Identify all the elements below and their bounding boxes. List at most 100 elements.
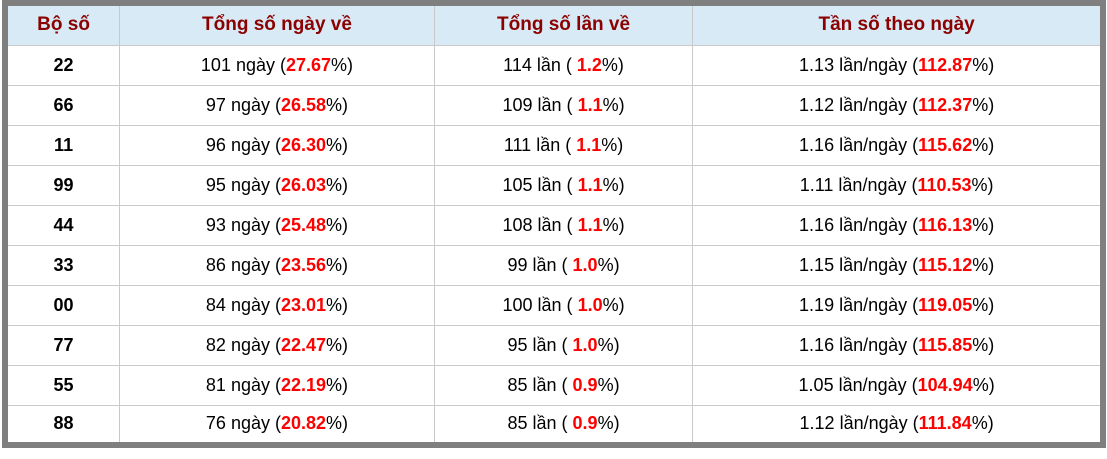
- table-row: 77 82 ngày (22.47%) 95 lần ( 1.0%) 1.16 …: [4, 324, 1104, 366]
- days-text: 97 ngày (: [205, 94, 281, 115]
- table-row: 44 93 ngày (25.48%) 108 lần ( 1.1%) 1.16…: [4, 204, 1104, 246]
- times-percent: 0.9: [572, 374, 598, 395]
- days-text-suffix: %): [331, 54, 354, 75]
- freq-text: 1.12 lần/ngày (: [799, 94, 919, 115]
- days-text: 82 ngày (: [205, 334, 281, 355]
- times-text: 99 lần (: [507, 254, 573, 275]
- days-percent: 25.48: [280, 214, 327, 235]
- freq-percent: 115.85: [918, 334, 973, 355]
- times-percent: 1.1: [577, 174, 603, 195]
- days-text-suffix: %): [326, 413, 349, 434]
- times-text-suffix: %): [597, 413, 620, 434]
- times-cell: 95 lần ( 1.0%): [433, 324, 694, 366]
- pair-cell: 88: [4, 404, 121, 446]
- days-text: 101 ngày (: [200, 54, 286, 75]
- freq-cell: 1.19 lần/ngày (119.05%): [692, 284, 1104, 326]
- table-row: 22 101 ngày (27.67%) 114 lần ( 1.2%) 1.1…: [4, 44, 1104, 86]
- freq-text-suffix: %): [972, 254, 995, 275]
- times-percent: 1.0: [572, 334, 598, 355]
- freq-cell: 1.05 lần/ngày (104.94%): [692, 364, 1104, 406]
- freq-text: 1.19 lần/ngày (: [799, 294, 919, 315]
- pair-cell: 55: [4, 364, 121, 406]
- pair-cell: 22: [4, 44, 121, 86]
- times-cell: 111 lần ( 1.1%): [433, 124, 694, 166]
- freq-cell: 1.12 lần/ngày (111.84%): [692, 404, 1104, 446]
- days-percent: 27.67: [285, 54, 332, 75]
- freq-cell: 1.15 lần/ngày (115.12%): [692, 244, 1104, 286]
- freq-text: 1.05 lần/ngày (: [798, 374, 918, 395]
- times-percent: 1.0: [572, 254, 598, 275]
- table-row: 55 81 ngày (22.19%) 85 lần ( 0.9%) 1.05 …: [4, 364, 1104, 406]
- days-cell: 86 ngày (23.56%): [119, 244, 435, 286]
- times-text-suffix: %): [601, 54, 624, 75]
- freq-text: 1.16 lần/ngày (: [799, 334, 919, 355]
- days-text-suffix: %): [326, 134, 349, 155]
- freq-text-suffix: %): [972, 134, 995, 155]
- freq-cell: 1.11 lần/ngày (110.53%): [692, 164, 1104, 206]
- freq-percent: 111.84: [918, 413, 972, 434]
- times-text-suffix: %): [597, 254, 620, 275]
- times-percent: 1.1: [577, 94, 603, 115]
- days-text-suffix: %): [326, 334, 349, 355]
- table-row: 00 84 ngày (23.01%) 100 lần ( 1.0%) 1.19…: [4, 284, 1104, 326]
- times-percent: 1.1: [577, 214, 603, 235]
- table-body: 22 101 ngày (27.67%) 114 lần ( 1.2%) 1.1…: [4, 44, 1104, 446]
- days-cell: 84 ngày (23.01%): [119, 284, 435, 326]
- pair-value: 66: [53, 94, 74, 115]
- times-text: 111 lần (: [503, 134, 577, 155]
- times-percent: 1.0: [577, 294, 603, 315]
- days-text: 84 ngày (: [205, 294, 281, 315]
- times-cell: 99 lần ( 1.0%): [433, 244, 694, 286]
- freq-text-suffix: %): [971, 413, 994, 434]
- pair-value: 00: [53, 294, 74, 315]
- freq-text: 1.16 lần/ngày (: [799, 134, 919, 155]
- freq-text-suffix: %): [972, 94, 995, 115]
- pair-value: 11: [54, 134, 74, 155]
- days-cell: 82 ngày (22.47%): [119, 324, 435, 366]
- days-cell: 93 ngày (25.48%): [119, 204, 435, 246]
- times-text-suffix: %): [601, 134, 624, 155]
- table-row: 99 95 ngày (26.03%) 105 lần ( 1.1%) 1.11…: [4, 164, 1104, 206]
- freq-percent: 104.94: [917, 374, 973, 395]
- freq-text: 1.11 lần/ngày (: [799, 174, 918, 195]
- days-percent: 23.01: [280, 294, 327, 315]
- freq-text-suffix: %): [972, 294, 995, 315]
- pair-value: 99: [53, 174, 74, 195]
- times-percent: 1.2: [576, 54, 602, 75]
- times-text: 85 lần (: [507, 413, 573, 434]
- freq-percent: 115.12: [918, 254, 973, 275]
- days-text-suffix: %): [326, 214, 349, 235]
- pair-value: 44: [53, 214, 74, 235]
- days-percent: 22.47: [280, 334, 327, 355]
- days-text: 86 ngày (: [205, 254, 281, 275]
- table-row: 11 96 ngày (26.30%) 111 lần ( 1.1%) 1.16…: [4, 124, 1104, 166]
- freq-cell: 1.12 lần/ngày (112.37%): [692, 84, 1104, 126]
- freq-text: 1.16 lần/ngày (: [799, 214, 919, 235]
- days-text-suffix: %): [326, 94, 349, 115]
- freq-percent: 115.62: [918, 134, 973, 155]
- freq-text-suffix: %): [972, 334, 995, 355]
- days-percent: 22.19: [280, 374, 327, 395]
- times-text-suffix: %): [602, 174, 625, 195]
- times-cell: 114 lần ( 1.2%): [433, 44, 694, 86]
- freq-percent: 119.05: [918, 294, 973, 315]
- pair-cell: 33: [4, 244, 121, 286]
- freq-text: 1.15 lần/ngày (: [799, 254, 919, 275]
- days-percent: 26.58: [280, 94, 327, 115]
- freq-cell: 1.13 lần/ngày (112.87%): [692, 44, 1104, 86]
- column-header-freq: Tần số theo ngày: [692, 2, 1104, 46]
- days-percent: 26.30: [280, 134, 327, 155]
- days-percent: 26.03: [280, 174, 327, 195]
- times-cell: 100 lần ( 1.0%): [433, 284, 694, 326]
- freq-text: 1.12 lần/ngày (: [799, 413, 919, 434]
- times-text-suffix: %): [602, 294, 625, 315]
- days-text: 93 ngày (: [205, 214, 281, 235]
- times-text-suffix: %): [597, 374, 620, 395]
- times-text: 100 lần (: [502, 294, 578, 315]
- days-cell: 81 ngày (22.19%): [119, 364, 435, 406]
- days-cell: 76 ngày (20.82%): [119, 404, 435, 446]
- days-text-suffix: %): [326, 254, 349, 275]
- pair-value: 33: [53, 254, 74, 275]
- days-text: 96 ngày (: [205, 134, 281, 155]
- pair-cell: 00: [4, 284, 121, 326]
